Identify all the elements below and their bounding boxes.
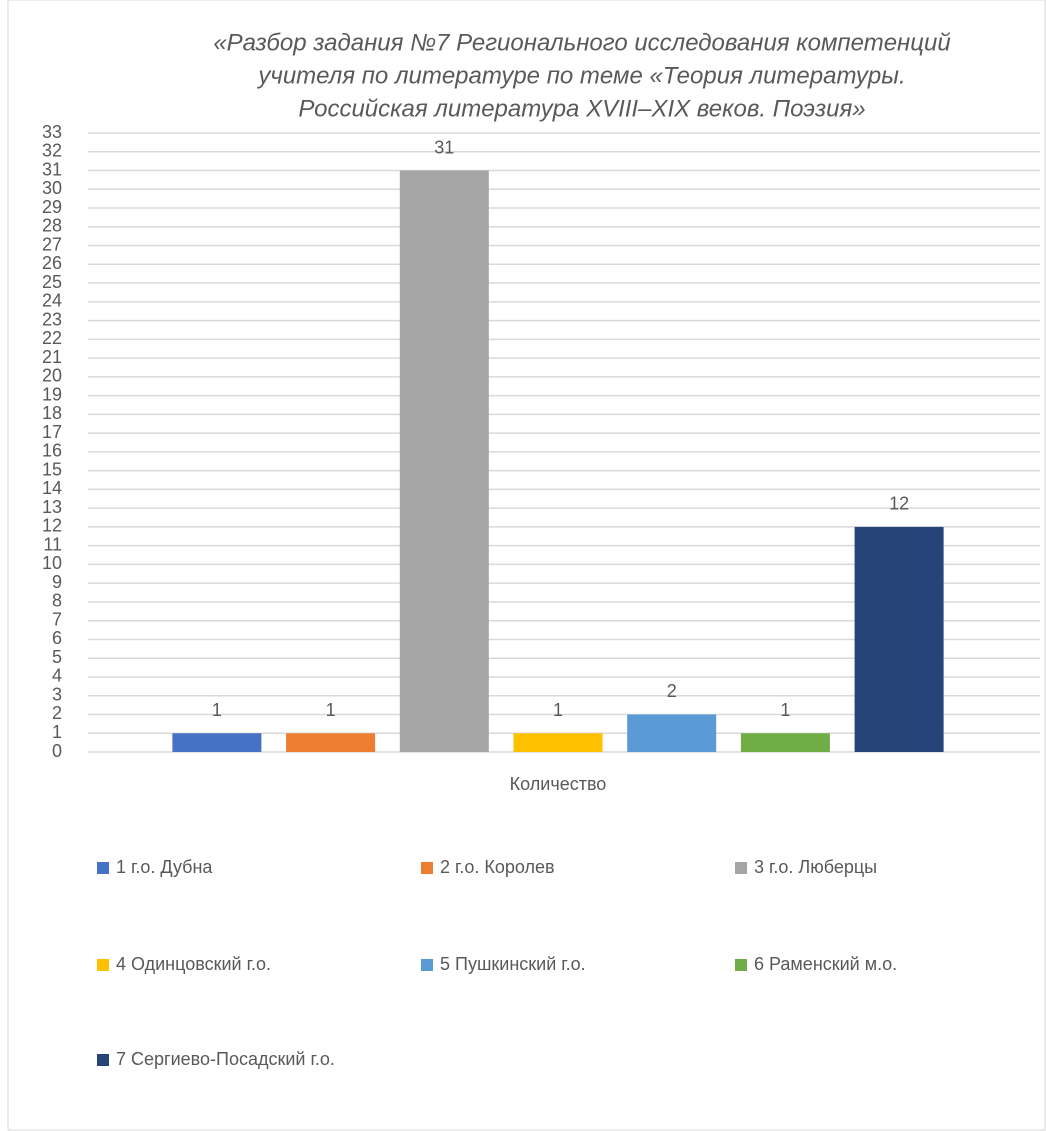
y-tick-label: 30 <box>42 178 62 198</box>
y-tick-label: 24 <box>42 291 62 311</box>
legend-label: 5 Пушкинский г.о. <box>440 954 586 974</box>
data-label: 1 <box>780 700 790 720</box>
legend-label: 2 г.о. Королев <box>440 857 555 877</box>
bar <box>740 733 830 752</box>
y-tick-label: 5 <box>52 647 62 667</box>
y-tick-label: 18 <box>42 403 62 423</box>
y-tick-label: 17 <box>42 422 62 442</box>
data-label: 12 <box>889 494 909 514</box>
chart-border <box>7 0 1046 1131</box>
y-tick-label: 32 <box>42 141 62 161</box>
bar <box>286 733 376 752</box>
y-tick-label: 26 <box>42 253 62 273</box>
y-tick-label: 12 <box>42 516 62 536</box>
y-tick-label: 25 <box>42 272 62 292</box>
legend-marker <box>421 959 433 971</box>
bar <box>627 714 717 752</box>
y-tick-label: 23 <box>42 309 62 329</box>
legend-marker <box>97 1054 109 1066</box>
legend-marker <box>735 959 747 971</box>
y-tick-label: 15 <box>42 459 62 479</box>
data-label: 1 <box>212 700 222 720</box>
data-label: 1 <box>553 700 563 720</box>
y-tick-label: 10 <box>42 553 62 573</box>
legend-label: 1 г.о. Дубна <box>116 857 213 877</box>
y-tick-label: 13 <box>42 497 62 517</box>
y-tick-label: 6 <box>52 628 62 648</box>
data-label: 2 <box>667 681 677 701</box>
y-tick-label: 33 <box>42 122 62 142</box>
y-tick-label: 2 <box>52 703 62 723</box>
y-tick-label: 20 <box>42 366 62 386</box>
bar <box>854 526 944 752</box>
bar <box>172 733 262 752</box>
legend-marker <box>421 862 433 874</box>
y-tick-label: 16 <box>42 441 62 461</box>
y-tick-label: 22 <box>42 328 62 348</box>
y-tick-label: 9 <box>52 572 62 592</box>
y-tick-label: 11 <box>43 534 62 554</box>
y-tick-label: 29 <box>42 197 62 217</box>
legend-marker <box>97 862 109 874</box>
chart-title: Российская литература XVIII–XIX веков. П… <box>298 95 865 122</box>
y-tick-label: 27 <box>42 234 62 254</box>
x-tick-label: Количество <box>510 774 607 794</box>
y-tick-label: 0 <box>52 741 62 761</box>
y-tick-label: 28 <box>42 216 62 236</box>
data-label: 31 <box>434 137 454 157</box>
data-label: 1 <box>326 700 336 720</box>
chart-title: учителя по литературе по теме «Теория ли… <box>256 62 905 89</box>
chart-title: «Разбор задания №7 Регионального исследо… <box>213 29 950 56</box>
y-tick-label: 7 <box>52 609 62 629</box>
y-tick-label: 14 <box>42 478 62 498</box>
legend-label: 6 Раменский м.о. <box>754 954 897 974</box>
bar <box>513 733 603 752</box>
y-tick-label: 3 <box>52 684 62 704</box>
bar <box>399 170 489 753</box>
y-tick-label: 31 <box>42 159 62 179</box>
legend-marker <box>97 959 109 971</box>
legend-label: 4 Одинцовский г.о. <box>116 954 271 974</box>
legend-marker <box>735 862 747 874</box>
y-tick-label: 21 <box>42 347 62 367</box>
y-tick-label: 8 <box>52 591 62 611</box>
y-tick-label: 4 <box>52 666 62 686</box>
legend-label: 3 г.о. Люберцы <box>754 857 877 877</box>
y-tick-label: 1 <box>52 722 62 742</box>
legend-label: 7 Сергиево-Посадский г.о. <box>116 1049 335 1069</box>
y-tick-label: 19 <box>42 384 62 404</box>
